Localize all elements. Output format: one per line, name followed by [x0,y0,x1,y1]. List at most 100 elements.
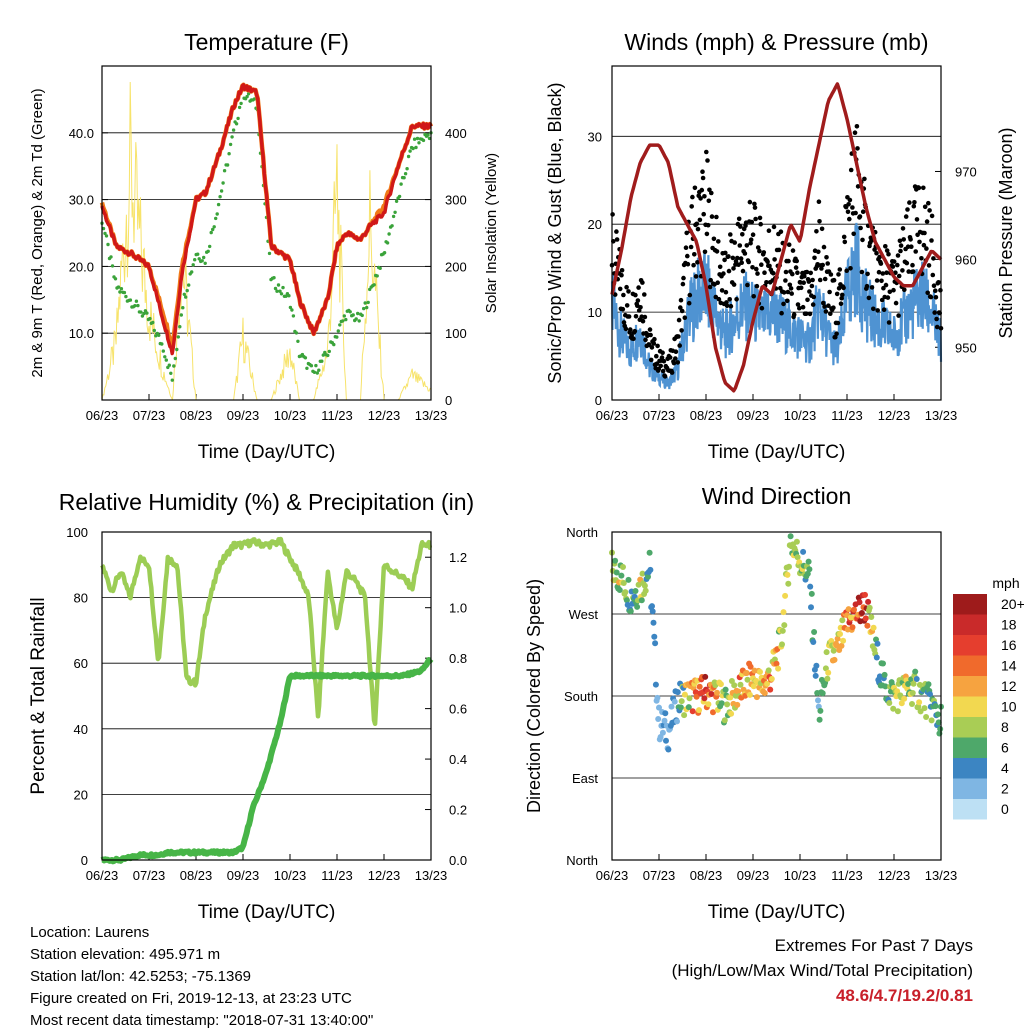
direction-point [890,705,897,712]
direction-point [935,719,942,726]
legend-label: 6 [1001,740,1009,756]
gust-point [891,287,896,293]
direction-point [735,688,742,695]
gust-point [803,311,809,317]
gust-point [681,275,686,281]
dewpoint-point [296,339,300,343]
direction-point [794,554,801,561]
gust-point [728,232,733,237]
direction-point [689,708,696,715]
gust-point [932,310,937,315]
direction-point [786,563,792,570]
latlon-text: Station lat/lon: 42.5253; -75.1369 [30,968,252,985]
gust-point [678,297,684,303]
gust-point [791,312,797,317]
gust-point [619,268,625,273]
direction-point [647,566,654,573]
x-tick-label: 10/23 [784,408,817,423]
gust-point [647,327,653,332]
gust-point [916,185,922,191]
gust-point [771,271,776,276]
gust-point [807,311,813,317]
dewpoint-point [148,316,152,321]
direction-point [917,708,924,715]
gust-point [749,219,755,225]
legend-label: 0 [1001,801,1009,817]
gust-point [715,280,720,286]
plot-frame [611,65,942,401]
direction-point [910,680,917,687]
gust-point [807,289,812,294]
direction-point [649,603,655,610]
gust-point [680,281,686,287]
dewpoint-point [161,349,165,353]
y2-tick-label: 960 [955,252,977,267]
direction-point [659,729,666,736]
y-tick-label: 0 [595,393,602,408]
gust-point [838,301,844,307]
direction-point [685,704,692,711]
dewpoint-point [344,317,348,322]
gust-point [787,282,793,288]
gust-point [730,255,736,261]
gust-point [734,297,739,302]
gust-point [652,336,657,342]
direction-point [912,668,919,675]
gust-point [896,273,902,279]
direction-point [764,680,771,687]
gust-point [694,221,700,227]
dewpoint-point [119,287,124,291]
dewpoint-point [335,335,339,339]
y-tick-label: 30 [588,129,602,144]
direction-point [721,717,728,724]
x-tick-label: 06/23 [86,868,119,883]
dewpoint-point [212,225,216,229]
dewpoint-point [164,358,168,362]
gust-point [738,224,743,229]
x-tick-label: 10/23 [274,868,307,883]
gust-point [885,295,891,300]
x-axis-label: Time (Day/UTC) [198,442,336,463]
direction-point [639,570,646,577]
gust-point [704,231,710,237]
gust-point [667,355,673,360]
dewpoint-point [133,304,137,308]
dewpoint-point [104,234,109,238]
y2-tick-label: 0.2 [449,803,467,818]
dewpoint-point [116,285,121,289]
gust-point [887,289,893,295]
y-tick-label: 60 [74,656,88,671]
dewpoint-point [290,308,294,312]
y-tick-label: 10.0 [69,326,94,341]
dewpoint-point [163,355,167,359]
gust-point [651,341,657,346]
dewpoint-point [272,276,276,280]
gust-point [846,202,851,207]
direction-point [840,637,847,644]
x-tick-label: 11/23 [321,408,353,423]
gust-point [929,238,934,243]
gust-point [614,237,620,242]
plot-frame [101,65,432,401]
direction-point [618,572,625,579]
gust-point [679,308,685,314]
dewpoint-point [426,133,430,137]
chart-title: Relative Humidity (%) & Precipitation (i… [59,489,474,515]
gust-point [753,216,758,222]
gust-point [624,284,629,290]
direction-point [837,631,843,637]
extremes-subtitle: (High/Low/Max Wind/Total Precipitation) [671,961,973,980]
legend-label: 12 [1001,678,1017,694]
direction-point [858,610,865,616]
gust-point [785,289,791,295]
dewpoint-point [211,227,215,232]
gust-point [837,267,843,272]
direction-point [645,573,651,580]
direction-point [663,737,669,744]
direction-point [708,691,715,697]
gust-point [880,271,886,276]
direction-point [677,704,684,711]
dewpoint-point [279,292,284,296]
legend-swatch [953,614,987,635]
